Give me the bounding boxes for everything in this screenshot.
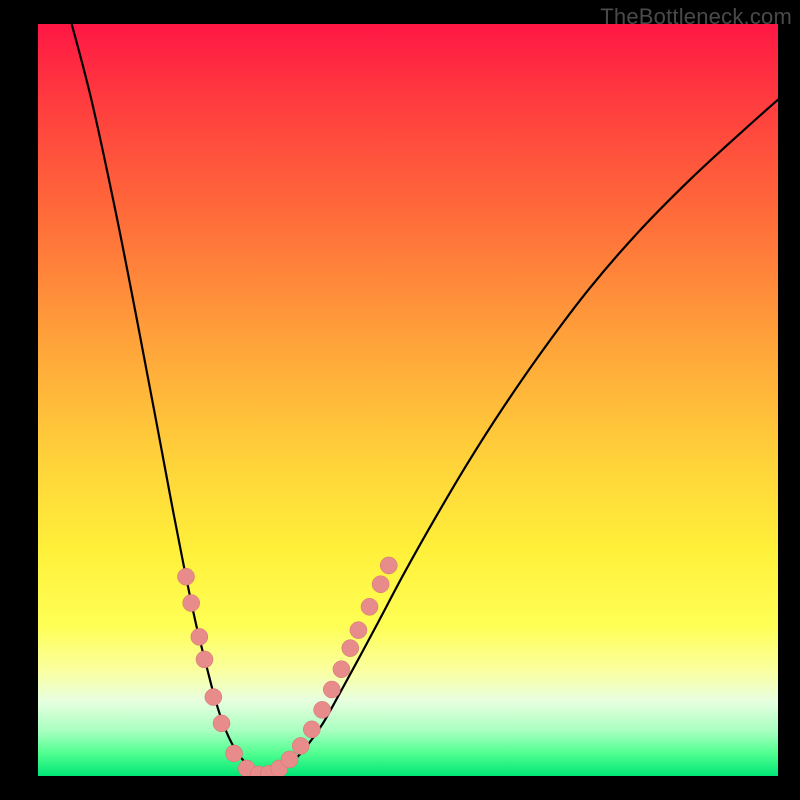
marker-dot	[196, 651, 213, 668]
marker-dot	[342, 640, 359, 657]
marker-dot	[183, 595, 200, 612]
marker-dot	[191, 628, 208, 645]
bottleneck-chart	[0, 0, 800, 800]
marker-dot	[303, 721, 320, 738]
marker-dot	[281, 751, 298, 768]
marker-dot	[226, 745, 243, 762]
plot-background	[38, 24, 778, 776]
marker-dot	[361, 598, 378, 615]
chart-container: TheBottleneck.com	[0, 0, 800, 800]
marker-dot	[292, 737, 309, 754]
watermark-text: TheBottleneck.com	[600, 4, 792, 30]
marker-dot	[372, 576, 389, 593]
marker-dot	[213, 715, 230, 732]
marker-dot	[205, 689, 222, 706]
marker-dot	[350, 622, 367, 639]
marker-dot	[178, 568, 195, 585]
marker-dot	[314, 701, 331, 718]
marker-dot	[323, 681, 340, 698]
marker-dot	[380, 557, 397, 574]
marker-dot	[333, 661, 350, 678]
